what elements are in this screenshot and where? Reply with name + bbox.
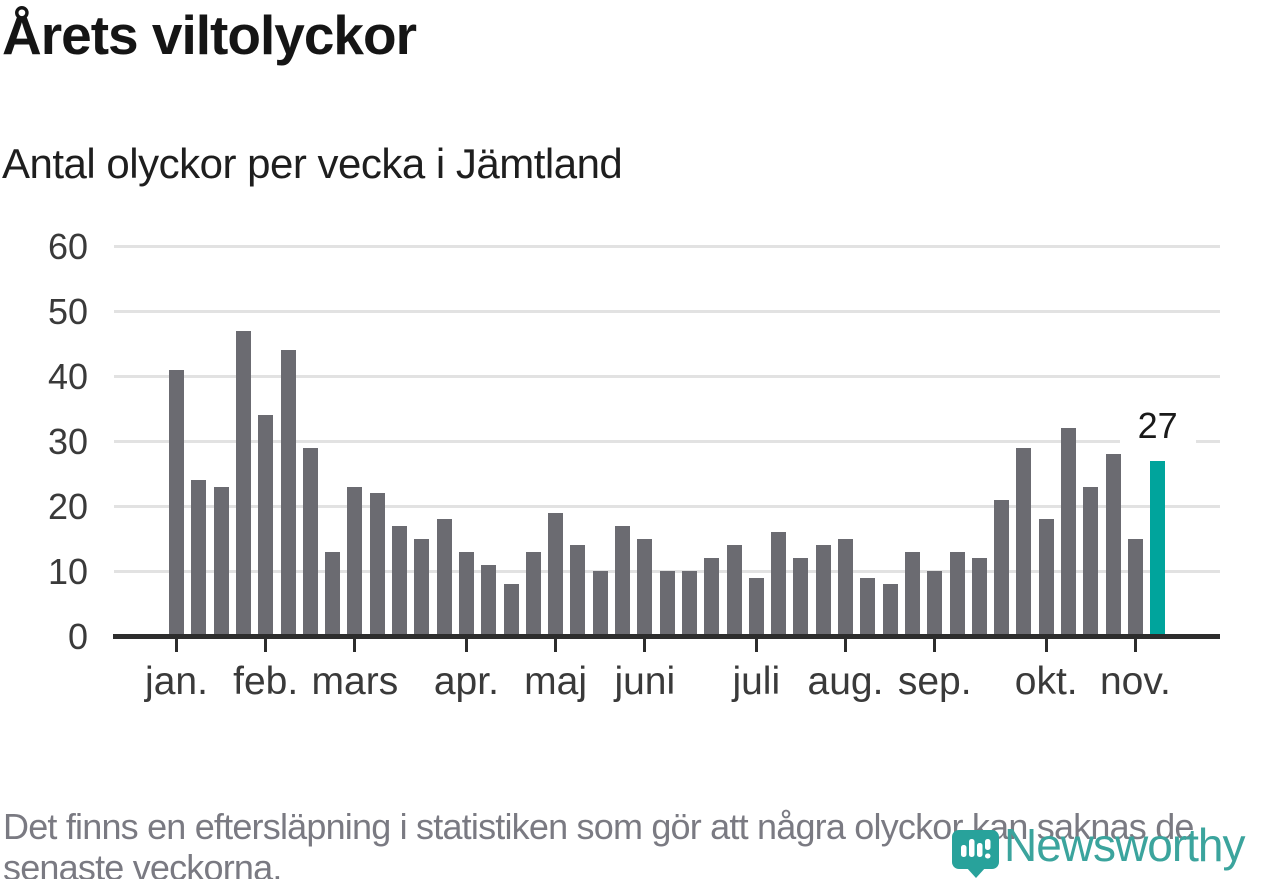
bar-week-33: [882, 584, 898, 634]
y-axis-label-60: 60: [47, 225, 88, 267]
bar-week-21: [615, 525, 630, 634]
y-axis-label-10: 10: [47, 550, 88, 592]
x-tick-aug: [844, 639, 847, 652]
y-axis-label-20: 20: [47, 485, 88, 527]
newsworthy-pin-icon: [952, 830, 999, 878]
x-tick-jan: [175, 639, 178, 652]
bar-week-31: [838, 538, 853, 634]
footnote-line-2: senaste veckorna.: [3, 847, 282, 879]
bar-week-45: [1150, 460, 1166, 634]
bar-week-26: [726, 545, 742, 634]
bar-week-40: [1038, 519, 1054, 634]
bar-week-28: [771, 532, 787, 634]
bar-week-42: [1083, 486, 1099, 634]
bar-week-16: [503, 584, 519, 634]
x-tick-feb: [264, 639, 268, 652]
bar-week-8: [325, 551, 341, 634]
y-axis-label-30: 30: [47, 420, 88, 462]
gridline-20: [114, 505, 1220, 508]
bar-week-29: [793, 558, 809, 634]
bar-week-13: [436, 519, 452, 634]
gridline-60: [114, 245, 1220, 248]
bar-week-24: [681, 571, 697, 634]
gridline-40: [114, 375, 1220, 378]
x-axis-label-juni: juni: [614, 660, 676, 703]
y-axis-label-50: 50: [47, 290, 88, 332]
bar-week-25: [704, 558, 720, 634]
bar-week-39: [1016, 447, 1032, 634]
x-tick-okt: [1044, 639, 1048, 652]
x-axis-label-sep: sep.: [897, 660, 972, 703]
bar-week-34: [904, 551, 920, 634]
bar-week-14: [458, 551, 474, 634]
x-axis-label-mars: mars: [311, 660, 399, 703]
page-title: Årets viltolyckor: [2, 4, 417, 66]
bar-week-10: [369, 493, 385, 634]
x-axis-label-feb: feb.: [233, 660, 299, 703]
bar-week-5: [258, 415, 274, 634]
bar-week-22: [637, 538, 653, 634]
x-axis-line: [113, 634, 1220, 639]
x-tick-juli: [754, 639, 758, 652]
bar-week-12: [414, 538, 430, 634]
x-axis-label-maj: maj: [524, 660, 588, 703]
bar-week-35: [927, 571, 943, 634]
bar-week-11: [392, 525, 407, 634]
x-tick-nov: [1133, 639, 1137, 652]
bar-week-4: [235, 330, 251, 634]
bar-week-15: [481, 564, 497, 634]
gridline-50: [114, 310, 1220, 313]
chart-subtitle: Antal olyckor per vecka i Jämtland: [2, 140, 623, 187]
x-axis-label-juli: juli: [732, 660, 781, 703]
bar-week-27: [748, 577, 764, 634]
bar-week-38: [994, 499, 1010, 634]
x-tick-sep: [933, 639, 937, 652]
x-axis-label-okt: okt.: [1014, 660, 1078, 703]
bar-week-43: [1105, 454, 1121, 634]
y-axis-label-40: 40: [47, 355, 88, 397]
highlight-value-label: 27: [1119, 405, 1196, 446]
y-axis-label-0: 0: [67, 615, 88, 657]
x-axis-label-jan: jan.: [145, 660, 208, 703]
bar-week-36: [949, 551, 965, 634]
gridline-30: [114, 440, 1220, 443]
bar-week-19: [570, 545, 586, 634]
bar-week-30: [815, 545, 831, 634]
x-tick-apr: [464, 639, 468, 652]
bar-week-17: [525, 551, 541, 634]
bar-week-41: [1061, 428, 1076, 634]
x-tick-juni: [643, 639, 647, 652]
bar-week-2: [191, 480, 207, 634]
x-axis-label-nov: nov.: [1099, 660, 1171, 703]
bar-week-37: [971, 558, 987, 634]
bar-week-6: [280, 350, 296, 634]
x-axis-label-aug: aug.: [807, 660, 884, 703]
bar-week-20: [592, 571, 608, 634]
bar-week-18: [548, 512, 564, 634]
bar-week-7: [302, 447, 318, 634]
bar-week-32: [860, 577, 876, 634]
bar-week-23: [659, 571, 675, 634]
newsworthy-wordmark: Newsworthy: [1004, 819, 1246, 871]
x-tick-maj: [554, 639, 558, 652]
x-axis-label-apr: apr.: [433, 660, 499, 703]
x-tick-mars: [353, 639, 357, 652]
bar-week-3: [213, 486, 229, 634]
bar-week-1: [169, 369, 184, 634]
bar-week-9: [347, 486, 363, 634]
bar-week-44: [1127, 538, 1143, 634]
